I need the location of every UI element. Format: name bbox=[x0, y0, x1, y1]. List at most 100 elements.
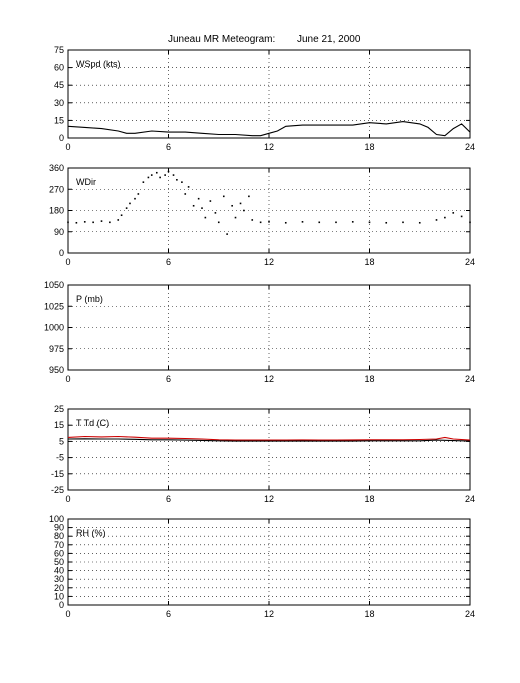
data-point bbox=[209, 200, 212, 202]
x-tick-label: 12 bbox=[264, 257, 274, 267]
data-point bbox=[214, 212, 217, 214]
panel-label: WDir bbox=[76, 177, 96, 187]
x-tick-label: 18 bbox=[364, 609, 374, 619]
y-tick-label: 70 bbox=[54, 540, 64, 550]
y-tick-label: 0 bbox=[59, 248, 64, 258]
y-tick-label: 1000 bbox=[44, 323, 64, 333]
series-line bbox=[67, 438, 471, 442]
data-point bbox=[137, 193, 140, 195]
data-point bbox=[109, 221, 111, 224]
x-tick-label: 24 bbox=[465, 257, 475, 267]
data-point bbox=[234, 216, 237, 219]
figure-date: June 21, 2000 bbox=[297, 34, 361, 45]
data-point bbox=[83, 221, 86, 223]
x-tick-label: 18 bbox=[364, 142, 374, 152]
y-tick-label: 75 bbox=[54, 45, 64, 55]
data-point bbox=[251, 219, 254, 221]
y-tick-label: 10 bbox=[54, 591, 64, 601]
x-tick-label: 24 bbox=[465, 494, 475, 504]
data-point bbox=[368, 221, 371, 224]
y-tick-label: 1050 bbox=[44, 280, 64, 290]
data-point bbox=[192, 204, 195, 207]
panel-2: 0 6 12 18 24 950 975 1000 1025 1050 P (mb) bbox=[44, 280, 475, 384]
data-point bbox=[243, 209, 245, 212]
y-tick-label: 90 bbox=[54, 227, 64, 237]
y-tick-label: 50 bbox=[54, 557, 64, 567]
data-point bbox=[460, 215, 463, 218]
panel-label: RH (%) bbox=[76, 528, 106, 538]
data-point bbox=[248, 195, 250, 198]
y-tick-label: -15 bbox=[51, 469, 64, 479]
y-tick-label: 15 bbox=[54, 115, 64, 125]
series-line bbox=[67, 435, 471, 441]
y-tick-label: 270 bbox=[49, 184, 64, 194]
x-tick-label: 12 bbox=[264, 494, 274, 504]
x-tick-label: 12 bbox=[264, 609, 274, 619]
data-point bbox=[335, 221, 337, 224]
panel-1: 0 6 12 18 24 0 90 180 270 360 WDir bbox=[49, 163, 475, 267]
data-point bbox=[444, 216, 446, 219]
x-tick-label: 6 bbox=[166, 257, 171, 267]
y-tick-label: -5 bbox=[56, 453, 64, 463]
data-point bbox=[155, 171, 158, 174]
x-tick-label: 0 bbox=[65, 494, 70, 504]
y-tick-label: 30 bbox=[54, 98, 64, 108]
data-point bbox=[385, 221, 388, 224]
y-tick-label: 60 bbox=[54, 63, 64, 73]
x-tick-label: 18 bbox=[364, 494, 374, 504]
y-tick-label: 90 bbox=[54, 523, 64, 533]
x-tick-label: 6 bbox=[166, 609, 171, 619]
x-tick-label: 0 bbox=[65, 374, 70, 384]
data-point bbox=[351, 221, 354, 223]
y-tick-label: 25 bbox=[54, 404, 64, 414]
data-point bbox=[222, 195, 225, 198]
y-tick-label: 45 bbox=[54, 80, 64, 90]
data-point bbox=[239, 202, 242, 205]
data-point bbox=[159, 176, 161, 179]
panel-label: WSpd (kts) bbox=[76, 59, 121, 69]
data-point bbox=[402, 221, 404, 224]
x-tick-label: 6 bbox=[166, 142, 171, 152]
y-tick-label: 5 bbox=[59, 436, 64, 446]
y-tick-label: 80 bbox=[54, 531, 64, 541]
y-tick-label: 100 bbox=[49, 514, 64, 524]
y-tick-label: 1025 bbox=[44, 301, 64, 311]
data-point bbox=[150, 174, 153, 176]
data-point bbox=[142, 181, 145, 183]
y-tick-label: 0 bbox=[59, 600, 64, 610]
data-point bbox=[67, 221, 69, 224]
data-point bbox=[147, 176, 150, 179]
data-point bbox=[452, 212, 455, 214]
data-point bbox=[129, 202, 131, 205]
data-point bbox=[92, 221, 94, 224]
y-tick-label: 975 bbox=[49, 344, 64, 354]
y-tick-label: 30 bbox=[54, 574, 64, 584]
x-tick-label: 18 bbox=[364, 257, 374, 267]
y-tick-label: 180 bbox=[49, 206, 64, 216]
y-tick-label: -25 bbox=[51, 485, 64, 495]
data-point bbox=[318, 221, 321, 224]
data-point bbox=[187, 186, 190, 188]
data-point bbox=[231, 204, 233, 207]
data-point bbox=[125, 207, 128, 209]
x-tick-label: 12 bbox=[264, 374, 274, 384]
data-point bbox=[100, 220, 103, 222]
x-tick-label: 0 bbox=[65, 257, 70, 267]
data-point bbox=[117, 219, 120, 221]
panel-0: 0 6 12 18 24 0 15 30 45 60 75 WSpd (kts) bbox=[54, 45, 475, 152]
data-point bbox=[268, 221, 270, 223]
data-point bbox=[201, 207, 203, 209]
x-tick-label: 0 bbox=[65, 142, 70, 152]
data-point bbox=[167, 170, 170, 173]
figure-title: Juneau MR Meteogram: bbox=[168, 34, 275, 45]
panel-label: P (mb) bbox=[76, 294, 103, 304]
y-tick-label: 20 bbox=[54, 583, 64, 593]
x-tick-label: 18 bbox=[364, 374, 374, 384]
y-tick-label: 0 bbox=[59, 133, 64, 143]
data-point bbox=[204, 216, 207, 219]
data-point bbox=[181, 181, 183, 183]
data-point bbox=[184, 193, 187, 195]
y-tick-label: 60 bbox=[54, 548, 64, 558]
data-point bbox=[176, 179, 178, 181]
